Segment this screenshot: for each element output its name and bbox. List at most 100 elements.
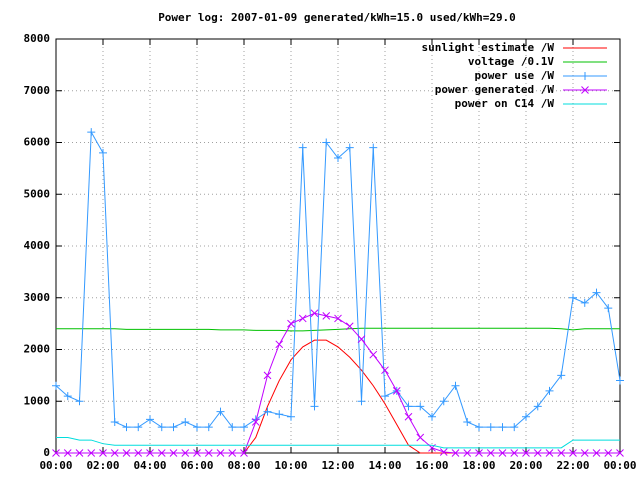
point-marker (439, 397, 448, 406)
point-marker (533, 449, 542, 457)
point-marker (110, 449, 119, 457)
x-tick-label: 00:00 (39, 459, 72, 472)
x-tick-label: 12:00 (321, 459, 354, 472)
point-marker (240, 449, 248, 457)
point-marker (193, 449, 201, 457)
point-marker (510, 423, 519, 432)
legend-label: power generated /W (435, 83, 555, 96)
x-tick-label: 16:00 (415, 459, 448, 472)
series-line (56, 339, 620, 454)
point-marker (545, 386, 554, 395)
y-tick-label: 0 (43, 446, 50, 459)
point-marker (451, 381, 460, 390)
point-marker (110, 417, 119, 426)
point-marker (357, 335, 366, 344)
point-marker (193, 423, 201, 432)
point-marker (581, 86, 589, 94)
point-marker (369, 350, 378, 359)
point-marker (486, 423, 495, 432)
y-tick-label: 5000 (24, 187, 51, 200)
point-marker (146, 415, 154, 424)
point-marker (75, 449, 84, 457)
y-tick-label: 4000 (24, 239, 51, 252)
series-line (56, 327, 620, 332)
point-marker (451, 449, 460, 457)
point-marker (322, 312, 331, 320)
point-marker (404, 412, 413, 421)
point-marker (157, 423, 166, 432)
point-marker (216, 449, 225, 457)
point-marker (592, 449, 601, 457)
y-tick-label: 2000 (24, 343, 51, 356)
point-marker (181, 449, 190, 457)
point-marker (345, 322, 354, 331)
point-marker (275, 410, 284, 419)
point-marker (251, 418, 260, 426)
point-marker (486, 449, 495, 457)
point-marker (616, 376, 624, 385)
point-marker (157, 449, 166, 457)
series-line (56, 436, 620, 449)
point-marker (357, 397, 366, 406)
point-marker (381, 392, 389, 401)
point-marker (522, 412, 530, 421)
point-marker (287, 319, 295, 328)
point-marker (169, 449, 178, 457)
point-marker (334, 314, 342, 323)
y-tick-label: 6000 (24, 136, 51, 149)
point-marker (439, 448, 448, 456)
point-marker (475, 449, 483, 457)
point-marker (592, 288, 601, 297)
point-marker (52, 381, 60, 390)
point-marker (263, 371, 272, 380)
point-marker (557, 449, 566, 457)
legend-label: voltage /0.1V (468, 55, 554, 68)
point-marker (204, 423, 213, 432)
legend-label: sunlight estimate /W (422, 41, 555, 54)
point-marker (522, 449, 530, 457)
point-marker (204, 449, 213, 457)
point-marker (569, 293, 577, 302)
x-tick-label: 02:00 (86, 459, 119, 472)
point-marker (463, 449, 472, 457)
point-marker (169, 423, 178, 432)
point-marker (498, 423, 507, 432)
x-tick-label: 04:00 (133, 459, 166, 472)
point-marker (345, 143, 354, 152)
plot-border (55, 38, 621, 454)
point-marker (99, 148, 107, 157)
point-marker (228, 449, 237, 457)
point-marker (604, 449, 613, 457)
point-marker (381, 366, 389, 375)
point-marker (416, 402, 425, 411)
x-tick-label: 18:00 (462, 459, 495, 472)
point-marker (369, 143, 378, 152)
legend-label: power on C14 /W (455, 97, 555, 110)
legend-label: power use /W (475, 69, 555, 82)
point-marker (63, 449, 72, 457)
point-marker (63, 392, 72, 401)
point-marker (216, 407, 225, 416)
point-marker (463, 417, 472, 426)
point-marker (404, 402, 413, 411)
point-marker (298, 314, 307, 323)
y-tick-label: 1000 (24, 394, 51, 407)
x-tick-label: 10:00 (274, 459, 307, 472)
point-marker (99, 449, 107, 457)
point-marker (580, 449, 589, 457)
x-tick-label: 00:00 (603, 459, 636, 472)
point-marker (581, 72, 589, 80)
point-marker (616, 449, 624, 457)
point-marker (322, 138, 331, 147)
point-marker (240, 423, 248, 432)
point-marker (533, 402, 542, 411)
point-marker (263, 407, 272, 416)
point-marker (498, 449, 507, 457)
point-marker (310, 402, 319, 411)
point-marker (310, 309, 319, 318)
point-marker (580, 298, 589, 307)
point-marker (134, 423, 143, 432)
point-marker (604, 304, 613, 313)
point-marker (545, 449, 554, 457)
